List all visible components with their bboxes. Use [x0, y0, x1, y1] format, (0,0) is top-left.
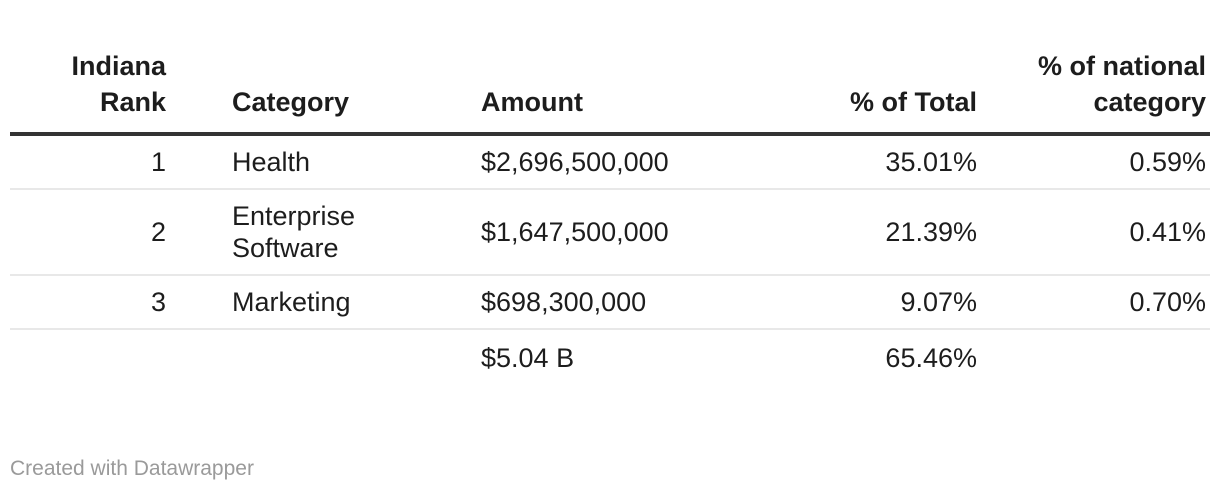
header-cell-amount: Amount — [450, 48, 740, 136]
cell-rank: 2 — [10, 189, 200, 276]
table-row: 3 Marketing $698,300,000 9.07% 0.70% — [10, 275, 1210, 330]
totals-cell-pct-national — [1030, 329, 1210, 386]
data-table: Indiana Rank Category Amount % of Total … — [10, 48, 1210, 386]
table-header: Indiana Rank Category Amount % of Total … — [10, 48, 1210, 136]
cell-pct-of-total: 21.39% — [740, 189, 1030, 276]
cell-pct-of-total: 9.07% — [740, 275, 1030, 330]
header-cell-category: Category — [200, 48, 450, 136]
totals-row: $5.04 B 65.46% — [10, 329, 1210, 386]
header-cell-pct-of-total: % of Total — [740, 48, 1030, 136]
header-row: Indiana Rank Category Amount % of Total … — [10, 48, 1210, 136]
cell-category: Enterprise Software — [200, 189, 450, 276]
cell-rank: 3 — [10, 275, 200, 330]
cell-pct-of-total: 35.01% — [740, 134, 1030, 190]
cell-category: Marketing — [200, 275, 450, 330]
cell-amount: $698,300,000 — [450, 275, 740, 330]
table-row: 2 Enterprise Software $1,647,500,000 21.… — [10, 189, 1210, 276]
cell-amount: $2,696,500,000 — [450, 134, 740, 190]
cell-pct-national: 0.70% — [1030, 275, 1210, 330]
table-row: 1 Health $2,696,500,000 35.01% 0.59% — [10, 134, 1210, 190]
header-cell-indiana-rank: Indiana Rank — [10, 48, 200, 136]
cell-rank: 1 — [10, 134, 200, 190]
table-totals: $5.04 B 65.46% — [10, 329, 1210, 386]
cell-category: Health — [200, 134, 450, 190]
totals-cell-category — [200, 329, 450, 386]
cell-pct-national: 0.59% — [1030, 134, 1210, 190]
datawrapper-attribution: Created with Datawrapper — [10, 457, 254, 480]
header-cell-pct-national-category: % of national category — [1030, 48, 1210, 136]
totals-cell-amount: $5.04 B — [481, 343, 575, 373]
totals-cell-pct-of-total: 65.46% — [885, 343, 977, 373]
cell-amount: $1,647,500,000 — [450, 189, 740, 276]
cell-pct-national: 0.41% — [1030, 189, 1210, 276]
table-body: 1 Health $2,696,500,000 35.01% 0.59% 2 E… — [10, 134, 1210, 330]
totals-cell-rank — [10, 329, 200, 386]
